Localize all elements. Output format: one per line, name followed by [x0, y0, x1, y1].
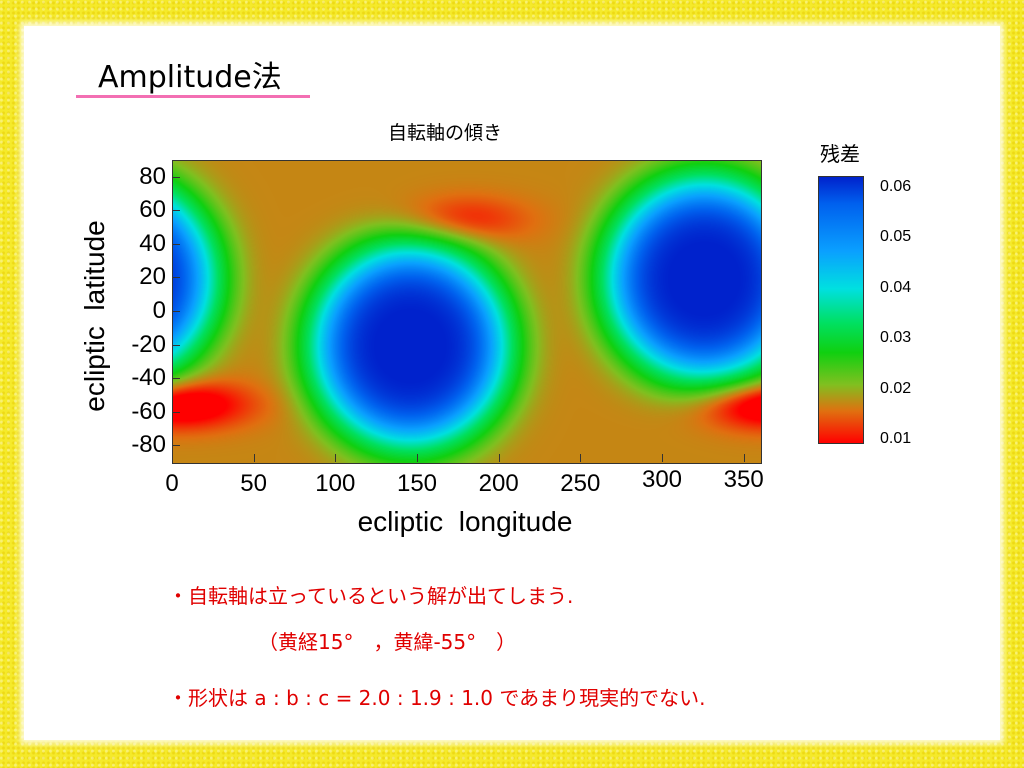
y-tick-mark: [172, 445, 180, 447]
x-tick-mark: [580, 454, 582, 462]
y-tick-mark: [172, 176, 180, 178]
y-tick-mark: [172, 277, 180, 279]
y-tick-label: 60: [139, 196, 166, 224]
y-tick-label: -40: [131, 364, 166, 392]
x-tick-label: 0: [165, 470, 179, 497]
colorbar-tick-label: 0.02: [880, 379, 912, 397]
y-tick-label: 40: [139, 229, 166, 257]
y-tick-label: 0: [152, 297, 166, 324]
colorbar-tick-label: 0.04: [880, 278, 912, 296]
y-tick-label: 80: [139, 162, 166, 190]
x-tick-mark: [662, 454, 663, 462]
x-tick-mark: [498, 454, 500, 462]
y-axis-label: ecliptic latitude: [79, 220, 110, 412]
note-3: ・形状は a : b : c = 2.0 : 1.9 : 1.0 であまり現実的…: [168, 686, 706, 710]
x-tick-mark: [172, 454, 173, 462]
x-tick-label: 200: [478, 470, 519, 497]
heatmap-canvas: [173, 161, 761, 463]
y-tick-label: -80: [131, 431, 166, 459]
x-tick-label: 250: [560, 470, 601, 497]
x-tick-mark: [335, 454, 337, 462]
y-tick-mark: [172, 411, 180, 413]
x-axis-label: ecliptic longitude: [357, 506, 573, 537]
chart-title: 自転軸の傾き: [388, 122, 503, 144]
colorbar-tick-label: 0.03: [880, 329, 912, 347]
x-tick-mark: [253, 454, 255, 462]
slide-title: Amplitude法: [98, 60, 282, 95]
title-underline: [76, 95, 310, 98]
note-1: ・自転軸は立っているという解が出てしまう.: [168, 584, 574, 608]
x-tick-label: 100: [315, 470, 356, 497]
y-tick-mark: [172, 344, 180, 346]
colorbar: [818, 176, 864, 444]
note-2: （黄経15° ，黄緯-55° ）: [258, 630, 517, 654]
x-tick-mark: [417, 454, 418, 462]
y-tick-mark: [172, 311, 180, 312]
y-tick-label: -20: [131, 330, 166, 358]
x-tick-mark: [743, 454, 745, 462]
y-tick-mark: [172, 210, 180, 212]
x-tick-label: 350: [723, 466, 764, 493]
y-tick-mark: [172, 243, 180, 245]
x-tick-label: 300: [641, 466, 683, 493]
x-tick-label: 50: [240, 470, 267, 497]
heatmap-plot: [172, 160, 762, 464]
colorbar-tick-label: 0.01: [880, 430, 912, 447]
colorbar-tick-label: 0.06: [880, 178, 912, 195]
colorbar-label: 残差: [820, 142, 860, 166]
y-tick-mark: [172, 378, 180, 380]
x-tick-label: 150: [396, 470, 438, 497]
colorbar-tick-label: 0.05: [880, 228, 912, 246]
y-tick-label: -60: [131, 397, 166, 425]
y-tick-label: 20: [139, 263, 166, 291]
